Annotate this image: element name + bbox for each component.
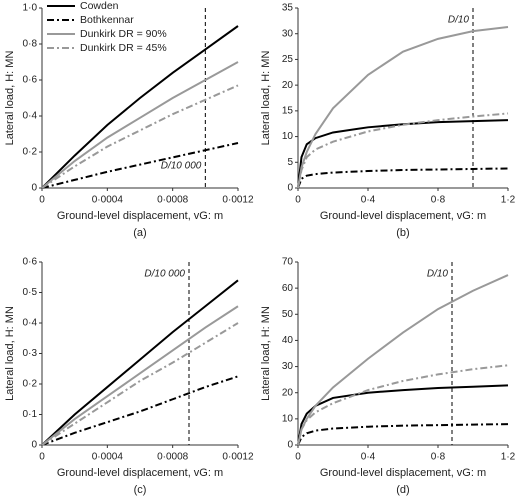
x-tick-label: 0·0004 <box>92 452 124 463</box>
annotation-label: D/10 <box>448 15 470 26</box>
y-tick-label: 0·4 <box>23 111 38 122</box>
y-axis-label: Lateral load, H: MN <box>260 306 272 401</box>
annotation-label: D/10 000 <box>144 269 185 280</box>
caption: (c) <box>134 484 147 496</box>
series-line <box>41 25 239 189</box>
x-axis-label: Ground-level displacement, vG: m <box>320 210 486 222</box>
y-tick-label: 0·6 <box>23 75 38 86</box>
y-tick-label: 1·0 <box>23 3 38 14</box>
y-tick-label: 0·8 <box>23 39 38 50</box>
x-tick-label: 0 <box>39 195 45 206</box>
x-tick-label: 0 <box>295 195 301 206</box>
y-tick-label: 0·1 <box>23 409 38 420</box>
x-tick-label: 0·4 <box>361 452 376 463</box>
y-tick-label: 0·6 <box>23 257 38 268</box>
x-axis-label: Ground-level displacement, vG: m <box>57 210 223 222</box>
x-tick-label: 0·0012 <box>222 452 254 463</box>
y-tick-label: 5 <box>287 157 293 168</box>
y-tick-label: 0·3 <box>23 348 38 359</box>
x-tick-label: 1·2 <box>501 195 516 206</box>
series-line <box>297 112 509 189</box>
x-tick-label: 0·8 <box>431 195 446 206</box>
y-tick-label: 40 <box>282 335 294 346</box>
legend-label: Dunkirk DR = 45% <box>80 42 167 54</box>
x-tick-label: 0·0008 <box>157 452 189 463</box>
series-line <box>41 142 239 189</box>
y-tick-label: 10 <box>282 131 294 142</box>
caption: (b) <box>396 227 409 239</box>
y-axis-label: Lateral load, H: MN <box>4 306 16 401</box>
y-tick-label: 20 <box>282 80 294 91</box>
series-line <box>297 119 509 189</box>
y-tick-label: 30 <box>282 361 294 372</box>
annotation-label: D/10 000 <box>161 161 202 172</box>
x-tick-label: 0·8 <box>431 452 446 463</box>
series-line <box>297 26 509 189</box>
annotation-label: D/10 <box>427 269 449 280</box>
y-tick-label: 0 <box>31 440 37 451</box>
y-tick-label: 0 <box>31 183 37 194</box>
series-line <box>41 322 239 446</box>
series-line <box>41 279 239 446</box>
caption: (a) <box>133 227 146 239</box>
series-line <box>41 84 239 189</box>
legend-label: Dunkirk DR = 90% <box>80 28 167 40</box>
y-tick-label: 15 <box>282 105 294 116</box>
x-tick-label: 0 <box>39 452 45 463</box>
legend-label: Bothkennar <box>80 14 134 26</box>
y-tick-label: 30 <box>282 28 294 39</box>
caption: (d) <box>396 484 409 496</box>
x-tick-label: 1·2 <box>501 452 516 463</box>
y-tick-label: 60 <box>282 283 294 294</box>
series-line <box>41 305 239 446</box>
y-tick-label: 20 <box>282 387 294 398</box>
series-line <box>297 274 509 446</box>
y-tick-label: 0 <box>287 440 293 451</box>
series-line <box>297 364 509 446</box>
y-tick-label: 50 <box>282 309 294 320</box>
y-tick-label: 70 <box>282 257 294 268</box>
y-tick-label: 0·5 <box>23 287 38 298</box>
series-line <box>41 61 239 189</box>
series-line <box>41 375 239 446</box>
y-tick-label: 0·4 <box>23 318 38 329</box>
y-tick-label: 0·2 <box>23 379 38 390</box>
x-tick-label: 0·0004 <box>92 195 124 206</box>
y-tick-label: 35 <box>282 3 294 14</box>
x-tick-label: 0·4 <box>361 195 376 206</box>
x-axis-label: Ground-level displacement, vG: m <box>57 467 223 479</box>
x-tick-label: 0·0012 <box>222 195 254 206</box>
y-axis-label: Lateral load, H: MN <box>260 51 272 146</box>
x-axis-label: Ground-level displacement, vG: m <box>320 467 486 479</box>
x-tick-label: 0·0008 <box>157 195 189 206</box>
y-tick-label: 25 <box>282 54 294 65</box>
legend-label: Cowden <box>80 0 119 12</box>
x-tick-label: 0 <box>295 452 301 463</box>
y-tick-label: 0·2 <box>23 147 38 158</box>
series-line <box>297 384 509 446</box>
series-line <box>297 423 509 446</box>
y-axis-label: Lateral load, H: MN <box>4 51 16 146</box>
series-line <box>297 167 509 189</box>
y-tick-label: 10 <box>282 413 294 424</box>
y-tick-label: 0 <box>287 183 293 194</box>
